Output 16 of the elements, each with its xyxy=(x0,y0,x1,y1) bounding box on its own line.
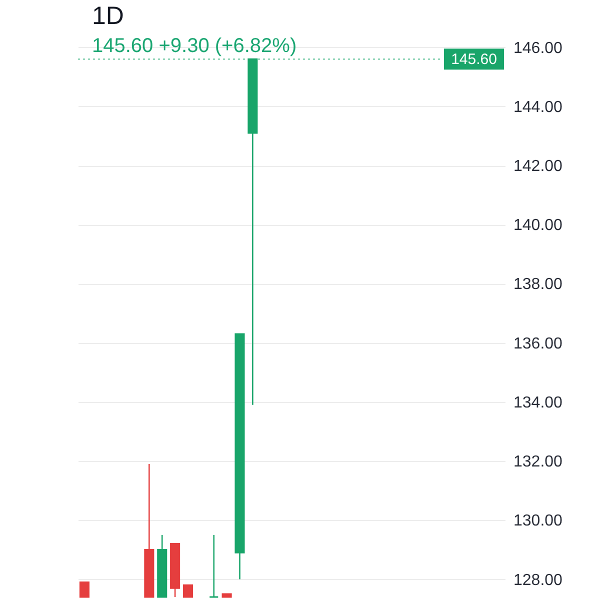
y-tick-label: 132.00 xyxy=(514,454,563,471)
y-tick-label: 140.00 xyxy=(514,217,563,234)
y-tick-label: 146.00 xyxy=(514,40,563,57)
y-tick-label: 128.00 xyxy=(514,572,563,589)
candlestick xyxy=(182,584,194,598)
y-tick-label: 134.00 xyxy=(514,394,563,412)
y-tick-label: 130.00 xyxy=(514,512,563,530)
candlestick xyxy=(208,534,219,598)
ref-line-label: 145.60 xyxy=(451,51,497,68)
y-tick-label: 138.00 xyxy=(514,276,563,294)
y-tick-label: 136.00 xyxy=(514,335,563,352)
text: 145.60 +9.30 (+6.82%) xyxy=(92,35,297,57)
candlestick xyxy=(79,581,90,598)
y-tick-label: 142.00 xyxy=(514,158,563,176)
chart-title: 1D xyxy=(92,2,124,30)
y-tick-label: 144.00 xyxy=(514,98,563,116)
